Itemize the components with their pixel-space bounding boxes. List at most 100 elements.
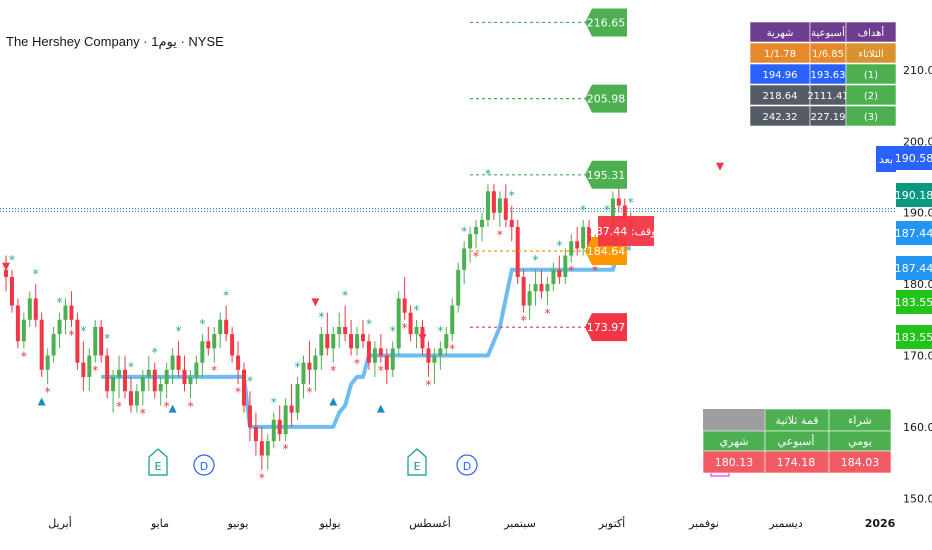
- candle-body: [152, 369, 157, 392]
- candle-body: [45, 355, 50, 370]
- buy-signal-marker: *: [152, 346, 158, 360]
- targets-table-cell: [845, 42, 897, 64]
- earnings-icon: [407, 448, 427, 476]
- x-tick-label: سبتمبر: [503, 517, 536, 530]
- candle-body: [271, 419, 276, 442]
- targets-table-text: 1/6.85: [812, 49, 844, 60]
- candle-body: [170, 355, 175, 370]
- buy-signal-marker: *: [33, 267, 39, 281]
- sell-signal-marker: *: [354, 357, 360, 371]
- buy-signal-marker: *: [271, 396, 277, 410]
- event-label: D: [200, 460, 208, 473]
- candle-body: [265, 441, 270, 456]
- sell-signal-marker: *: [449, 342, 455, 356]
- sell-signal-marker: *: [497, 228, 503, 242]
- buy-signal-marker: *: [461, 224, 467, 238]
- candle-body: [87, 355, 92, 377]
- candle-body: [480, 219, 484, 227]
- buy-signal-marker: *: [485, 167, 491, 181]
- target-tag-label: 205.98: [587, 93, 626, 106]
- target-tag-label: 184.64: [587, 245, 626, 258]
- candle-body: [247, 405, 252, 427]
- x-tick-label: أبريل: [48, 516, 72, 530]
- candle-body: [188, 376, 193, 385]
- candle-body: [497, 198, 502, 213]
- targets-table-text: 2111.41: [807, 91, 848, 102]
- candle-body: [33, 298, 38, 320]
- candle-body: [313, 355, 318, 370]
- price-badge-label: 183.55: [895, 331, 932, 344]
- candle-body: [27, 298, 32, 320]
- x-tick-label: أغسطس: [409, 516, 451, 530]
- sell-triangle: [2, 262, 10, 271]
- sell-signal-marker: *: [544, 307, 550, 321]
- candle-body: [9, 276, 14, 306]
- candle-body: [51, 334, 56, 356]
- candle-body: [75, 319, 80, 363]
- targets-table-text: 242.32: [763, 112, 798, 123]
- candle-body: [414, 326, 419, 335]
- candle-body: [105, 355, 110, 392]
- y-tick-label: 160.00: [903, 421, 932, 434]
- target-tag-label: 173.97: [587, 321, 626, 334]
- x-tick-label: مايو: [150, 517, 169, 530]
- candle-body: [39, 319, 44, 370]
- candle-body: [164, 369, 169, 385]
- candle-body: [218, 319, 223, 335]
- buy-signal-marker: *: [57, 296, 63, 310]
- candle-body: [319, 334, 324, 356]
- x-tick-label: ديسمبر: [768, 517, 803, 530]
- candle-body: [432, 355, 437, 363]
- buy-signal-marker: *: [247, 374, 253, 388]
- x-tick-label: نوفمبر: [688, 517, 719, 530]
- candle-body: [295, 384, 300, 413]
- sell-signal-marker: *: [378, 364, 384, 378]
- sell-signal-marker: *: [187, 399, 193, 413]
- buy-signal-marker: *: [366, 317, 372, 331]
- candle-body: [539, 284, 544, 292]
- sell-signal-marker: *: [283, 442, 289, 456]
- candle-body: [545, 284, 550, 292]
- sell-signal-marker: *: [521, 314, 527, 328]
- candle-body: [485, 191, 490, 220]
- candle-body: [616, 198, 621, 206]
- candle-body: [69, 305, 74, 320]
- sell-signal-marker: *: [568, 264, 574, 278]
- triple-table-header: يومي: [848, 435, 872, 448]
- event-label: D: [463, 460, 471, 473]
- buy-signal-marker: *: [437, 324, 443, 338]
- candle-body: [569, 241, 574, 256]
- buy-signal-marker: *: [9, 253, 15, 267]
- candle-body: [557, 269, 562, 277]
- price-badge-label: 187.44: [895, 262, 932, 275]
- candle-body: [200, 341, 205, 363]
- candle-body: [331, 334, 336, 349]
- candle-body: [450, 305, 455, 335]
- targets-table-cell: [845, 63, 897, 85]
- candle-body: [176, 355, 181, 370]
- price-badge-label: 183.55: [895, 296, 932, 309]
- y-tick-label: 210.00: [903, 64, 932, 77]
- candle-body: [63, 305, 68, 320]
- buy-signal-marker: *: [342, 289, 348, 303]
- triple-table-value: 180.13: [715, 456, 754, 469]
- sell-signal-marker: *: [21, 349, 27, 363]
- triple-table-cell: [828, 450, 892, 474]
- y-tick-label: 200.00: [903, 135, 932, 148]
- event-label: E: [414, 460, 421, 473]
- triple-table-value: 184.03: [841, 456, 880, 469]
- candle-body: [515, 227, 520, 277]
- candle-body: [563, 255, 568, 277]
- buy-signal-marker: *: [604, 203, 610, 217]
- targets-table-text: (1): [864, 70, 878, 81]
- candle-body: [236, 355, 241, 370]
- candle-body: [212, 334, 217, 349]
- sell-triangle: [716, 162, 724, 171]
- chart-title: The Hershey Company · 1يوم · NYSE: [6, 34, 224, 49]
- targets-table-text: (3): [864, 112, 878, 123]
- candle-body: [230, 334, 235, 356]
- targets-table-cell: [845, 84, 897, 106]
- sell-signal-marker: *: [116, 399, 122, 413]
- y-tick-label: 190.00: [903, 207, 932, 220]
